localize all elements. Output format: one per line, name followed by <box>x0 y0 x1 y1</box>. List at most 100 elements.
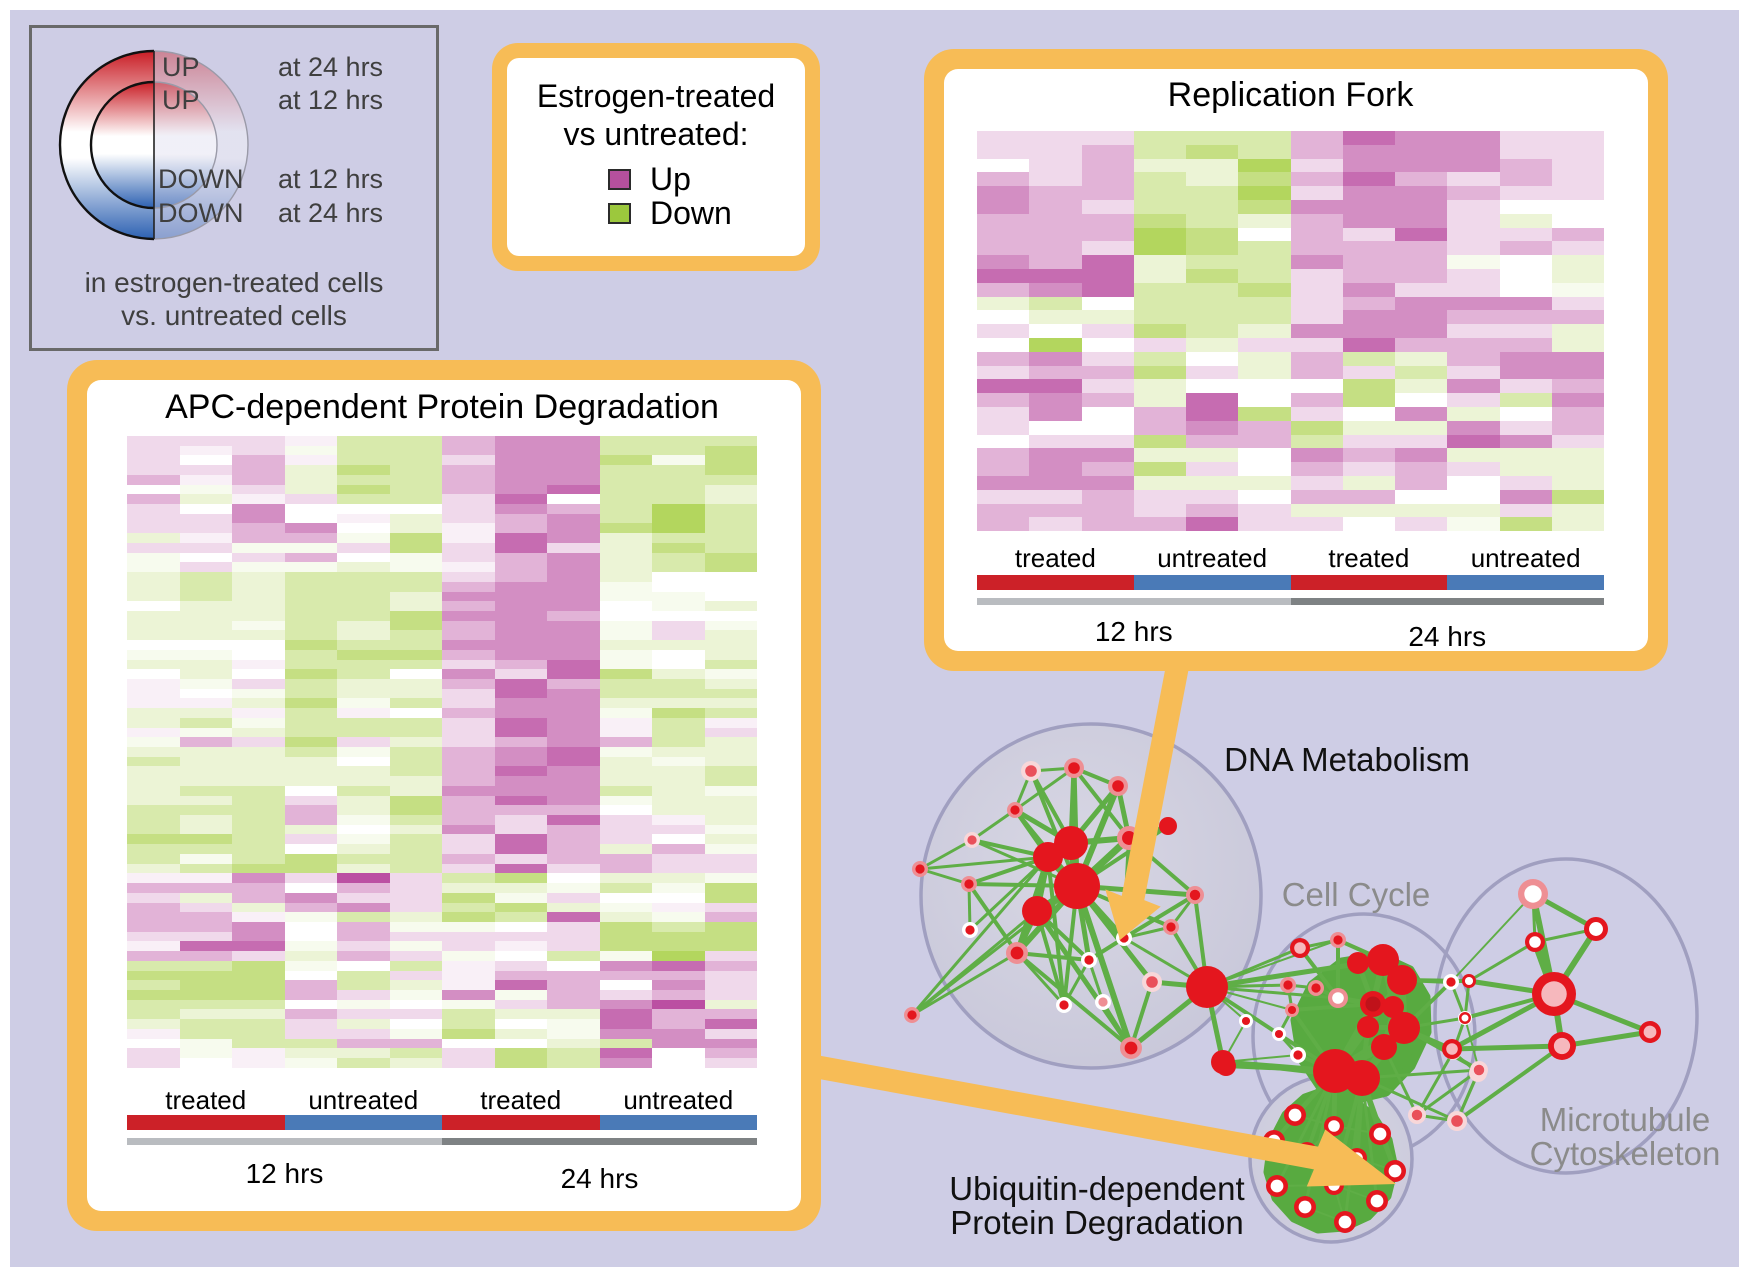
heatmap-cell <box>1133 420 1186 435</box>
heatmap-cell <box>547 523 600 534</box>
heatmap-cell <box>1029 503 1082 518</box>
heatmap-cell <box>1133 434 1186 449</box>
heatmap-cell <box>1081 213 1134 228</box>
heatmap-cell <box>232 1038 285 1049</box>
heatmap-cell <box>127 989 180 1000</box>
heatmap-cell <box>1447 351 1500 366</box>
heatmap-cell <box>1081 448 1134 463</box>
heatmap-cell <box>704 669 757 679</box>
heatmap-cell <box>127 756 180 767</box>
heatmap-cell <box>127 610 180 621</box>
heatmap-cell <box>284 931 337 942</box>
donut-inner-circle <box>154 82 217 208</box>
heatmap-cell <box>1186 462 1239 476</box>
heatmap-cell <box>1499 489 1552 504</box>
heatmap-cell <box>494 873 547 884</box>
heatmap-row <box>127 562 757 573</box>
heatmap-cell <box>1551 475 1604 490</box>
heatmap-cell <box>442 941 495 952</box>
heatmap-cell <box>1551 365 1604 380</box>
heatmap-cell <box>127 504 180 514</box>
heatmap-cell <box>284 630 337 641</box>
heatmap-cell <box>599 727 652 738</box>
heatmap-cell <box>232 717 285 728</box>
heatmap-cell <box>494 523 547 534</box>
heatmap-row <box>127 649 757 660</box>
heatmap-cell <box>494 465 547 475</box>
heatmap-cell <box>1551 296 1604 311</box>
heatmap-cell <box>704 883 757 893</box>
heatmap-cell <box>704 1009 757 1020</box>
heatmap-cell <box>704 445 757 456</box>
heatmap-cell <box>179 669 232 679</box>
heatmap-cell <box>1342 503 1395 518</box>
heatmap-cell <box>1290 227 1343 242</box>
heatmap-cell <box>232 756 285 767</box>
heatmap-cell <box>1081 227 1134 242</box>
heatmap-cell <box>1290 282 1343 297</box>
heatmap-cell <box>1290 213 1343 228</box>
heatmap-row <box>977 517 1604 532</box>
heatmap-row <box>977 406 1604 421</box>
heatmap-cell <box>1081 282 1134 297</box>
heatmap-cell <box>232 504 285 514</box>
heatmap-cell <box>127 951 180 961</box>
heatmap-cell <box>232 999 285 1010</box>
heatmap-cell <box>1290 517 1343 532</box>
heatmap-cell <box>389 815 442 825</box>
heatmap-row <box>127 610 757 621</box>
heatmap-cell <box>232 873 285 884</box>
heatmap-cell <box>1029 131 1082 145</box>
heatmap-cell <box>547 445 600 456</box>
heatmap-cell <box>442 659 495 670</box>
heatmap-cell <box>1447 268 1500 283</box>
heatmap-row <box>127 902 757 913</box>
heatmap-cell <box>442 989 495 1000</box>
heatmap-cell <box>1342 337 1395 352</box>
heatmap-cell <box>599 620 652 631</box>
heatmap-cell <box>389 853 442 864</box>
heatmap-cell <box>652 581 705 592</box>
heatmap-row <box>127 853 757 864</box>
heatmap-cell <box>179 484 232 495</box>
heatmap-cell <box>232 931 285 942</box>
heatmap-row <box>977 337 1604 352</box>
network-node-k5 <box>1328 988 1348 1008</box>
heatmap-cell <box>599 999 652 1010</box>
heatmap-row <box>977 351 1604 366</box>
heatmap-cell <box>547 824 600 835</box>
heatmap-cell <box>179 465 232 475</box>
heatmap-cell <box>599 951 652 961</box>
heatmap-cell <box>284 688 337 699</box>
heatmap-cell <box>232 572 285 582</box>
heatmap-cell <box>284 659 337 670</box>
heatmap-cell <box>284 776 337 786</box>
updown-donut-diagram <box>58 49 249 241</box>
heatmap-cell <box>704 717 757 728</box>
heatmap-cell <box>599 747 652 757</box>
heatmap-cell <box>127 999 180 1010</box>
edge-d9-d2 <box>1072 766 1131 840</box>
heatmap-row <box>127 873 757 884</box>
heatmap-cell <box>1238 365 1291 380</box>
heatmap-cell <box>442 805 495 816</box>
heatmap-cell <box>127 552 180 563</box>
heatmap-cell <box>127 688 180 699</box>
cluster-label-ubiquitin: Ubiquitin-dependent <box>949 1170 1244 1207</box>
heatmap-cell <box>1290 365 1343 380</box>
heatmap-cell <box>127 1019 180 1029</box>
heatmap-cell <box>547 581 600 592</box>
heatmap-cell <box>1395 282 1448 297</box>
heatmap-cell <box>1133 337 1186 352</box>
heatmap-cell <box>442 912 495 922</box>
network-node-k4 <box>1308 980 1324 996</box>
heatmap-cell <box>1499 296 1552 311</box>
heatmap-cell <box>652 1009 705 1020</box>
cluster-label-cellcycle: Cell Cycle <box>1282 876 1431 913</box>
replication-fork-heatmap <box>977 131 1604 532</box>
heatmap-cell <box>232 708 285 718</box>
heatmap-cell <box>652 795 705 806</box>
heatmap-cell <box>1186 420 1239 435</box>
heatmap-cell <box>704 747 757 757</box>
heatmap-cell <box>1290 186 1343 200</box>
